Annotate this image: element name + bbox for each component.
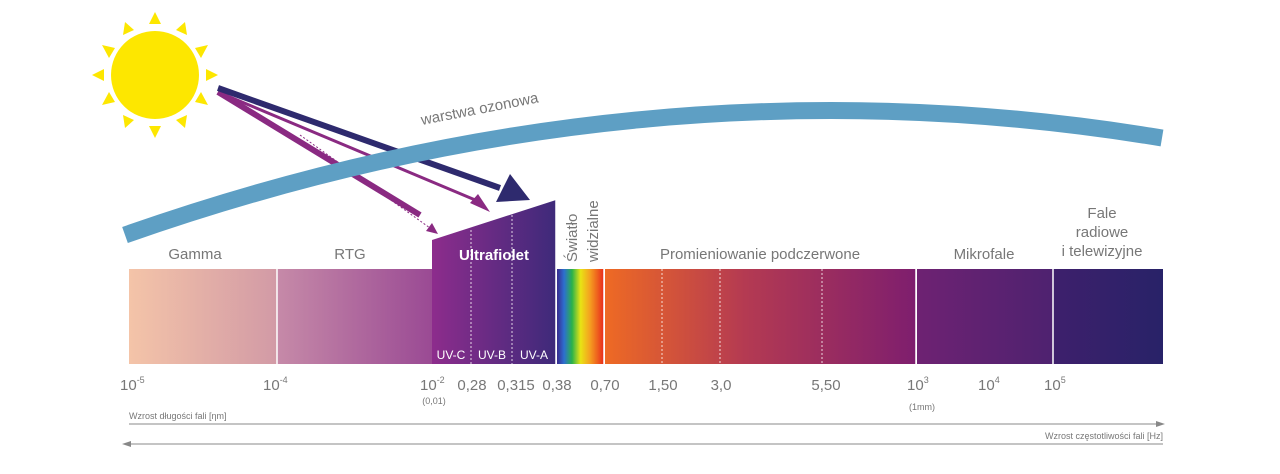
- band-uva: UV-A: [520, 348, 548, 362]
- tick-1e-2: 10-2: [420, 375, 445, 394]
- ozone-layer: [122, 102, 1164, 244]
- tick-1e-4: 10-4: [263, 375, 288, 394]
- label-visible-2: widzialne: [585, 200, 602, 263]
- label-infrared: Promieniowanie podczerwone: [660, 246, 860, 263]
- label-visible-1: Światło: [563, 214, 581, 262]
- band-uvc: UV-C: [437, 348, 466, 362]
- spectrum-bar: [129, 200, 1163, 364]
- tick-0315: 0,315: [497, 377, 535, 394]
- tick-30: 3,0: [711, 377, 732, 394]
- label-rtg: RTG: [334, 246, 365, 263]
- tick-1e4: 104: [978, 375, 1000, 394]
- region-rtg: [277, 269, 432, 364]
- radiation-arrows: [216, 85, 530, 234]
- label-radio-3: i telewizyjne: [1062, 243, 1143, 260]
- wavelength-axis-label: Wzrost długości fali [ηm]: [129, 411, 227, 421]
- tick-1e3-note: (1mm): [909, 402, 935, 412]
- label-microwave: Mikrofale: [954, 246, 1015, 263]
- tick-070: 0,70: [590, 377, 619, 394]
- region-uv: [432, 200, 556, 364]
- tick-150: 1,50: [648, 377, 677, 394]
- band-uvb: UV-B: [478, 348, 506, 362]
- label-radio-1: Fale: [1087, 205, 1116, 222]
- wavelength-axis: Wzrost długości fali [ηm]: [129, 411, 1165, 427]
- sun-icon: [92, 12, 218, 138]
- frequency-axis-label: Wzrost częstotliwości fali [Hz]: [1045, 431, 1163, 441]
- label-uv: Ultrafiolet: [459, 247, 529, 264]
- label-radio-2: radiowe: [1076, 224, 1129, 241]
- tick-1e-2-note: (0,01): [422, 396, 446, 406]
- frequency-axis: Wzrost częstotliwości fali [Hz]: [122, 431, 1163, 447]
- region-radio: [1053, 269, 1163, 364]
- tick-1e5: 105: [1044, 375, 1066, 394]
- region-visible: [557, 269, 604, 364]
- tick-1e-5: 10-5: [120, 375, 145, 394]
- region-microwave: [917, 269, 1053, 364]
- tick-1e3: 103: [907, 375, 929, 394]
- label-gamma: Gamma: [168, 246, 222, 263]
- tick-028: 0,28: [457, 377, 486, 394]
- region-infrared: [605, 269, 916, 364]
- tick-550: 5,50: [811, 377, 840, 394]
- tick-038: 0,38: [542, 377, 571, 394]
- region-gamma: [129, 269, 277, 364]
- ozone-label: warstwa ozonowa: [419, 89, 541, 129]
